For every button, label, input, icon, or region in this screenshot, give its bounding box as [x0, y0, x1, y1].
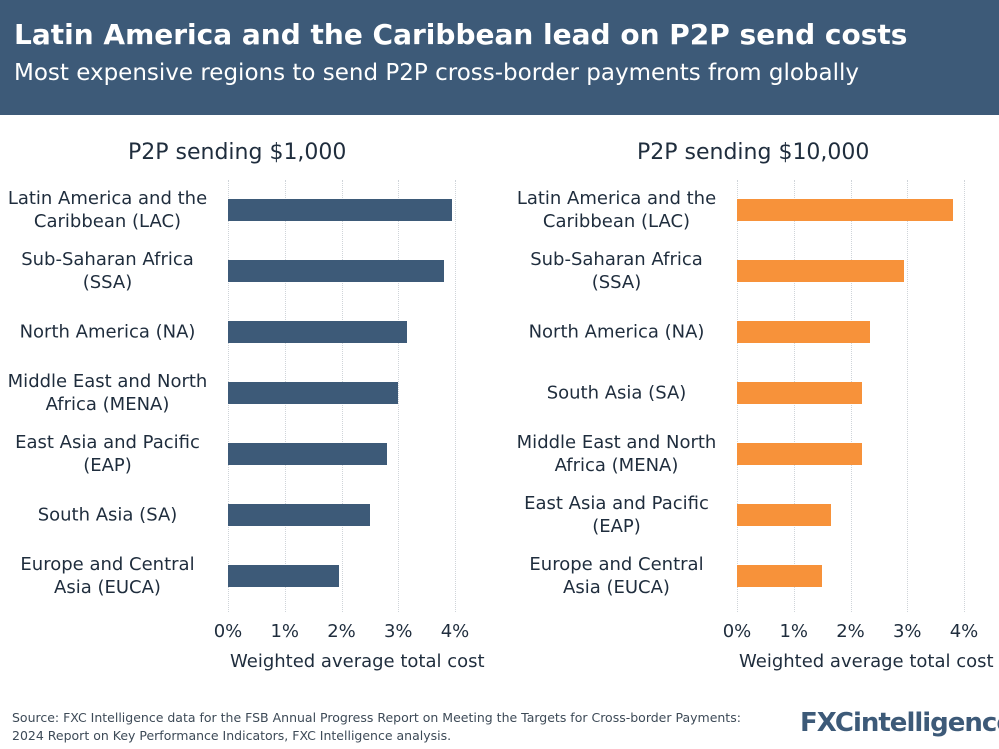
- category-label: Europe and Central Asia (EUCA): [529, 554, 704, 598]
- x-tick-label: 3%: [892, 621, 922, 642]
- x-tick-label: 2%: [836, 621, 865, 642]
- bar: [228, 382, 399, 404]
- chart-title: P2P sending $10,000: [637, 140, 870, 165]
- grid-line: [455, 180, 456, 612]
- bar: [228, 443, 387, 465]
- bar: [737, 382, 862, 404]
- category-label: Sub-Saharan Africa (SSA): [530, 249, 703, 293]
- grid-line: [907, 180, 909, 612]
- category-label: Europe and Central Asia (EUCA): [20, 554, 195, 598]
- x-tick-label: 0%: [722, 621, 752, 642]
- category-label: Latin America and the Caribbean (LAC): [516, 188, 717, 232]
- x-tick-label: 4%: [440, 621, 470, 642]
- chart-title: P2P sending $1,000: [128, 140, 347, 165]
- category-label: East Asia and Pacific (EAP): [15, 432, 200, 476]
- grid-line: [398, 180, 400, 612]
- source: Source: FXC Intelligence data for the FS…: [12, 710, 741, 743]
- bar: [737, 504, 831, 526]
- x-tick-label: 0%: [213, 621, 243, 642]
- category-label: North America (NA): [19, 321, 196, 343]
- x-tick-label: 1%: [779, 621, 809, 642]
- bar: [228, 260, 444, 282]
- bar: [228, 199, 453, 221]
- category-label: Sub-Saharan Africa (SSA): [21, 249, 194, 293]
- x-axis-label: Weighted average total cost: [739, 651, 994, 672]
- category-label: South Asia (SA): [37, 504, 178, 526]
- bar: [737, 321, 871, 343]
- bar: [228, 565, 339, 587]
- x-tick-label: 1%: [270, 621, 300, 642]
- x-tick-label: 2%: [327, 621, 356, 642]
- subtitle: Most expensive regions to send P2P cross…: [14, 60, 860, 86]
- x-tick-label: 4%: [949, 621, 979, 642]
- bar: [737, 565, 823, 587]
- bar: [737, 199, 953, 221]
- category-label: South Asia (SA): [546, 382, 687, 404]
- bar: [737, 443, 862, 465]
- header: Latin America and the Caribbean lead on …: [0, 0, 999, 115]
- bar: [228, 504, 370, 526]
- grid-line: [964, 180, 965, 612]
- category-label: Middle East and North Africa (MENA): [516, 432, 717, 476]
- category-label: Latin America and the Caribbean (LAC): [7, 188, 208, 232]
- x-tick-label: 3%: [383, 621, 413, 642]
- logo: FXCintelligence: [800, 708, 999, 738]
- x-axis-label: Weighted average total cost: [230, 651, 485, 672]
- bar: [737, 260, 905, 282]
- category-label: East Asia and Pacific (EAP): [524, 493, 709, 537]
- title: Latin America and the Caribbean lead on …: [14, 18, 908, 51]
- category-label: North America (NA): [528, 321, 705, 343]
- bar: [228, 321, 407, 343]
- category-label: Middle East and North Africa (MENA): [7, 371, 208, 415]
